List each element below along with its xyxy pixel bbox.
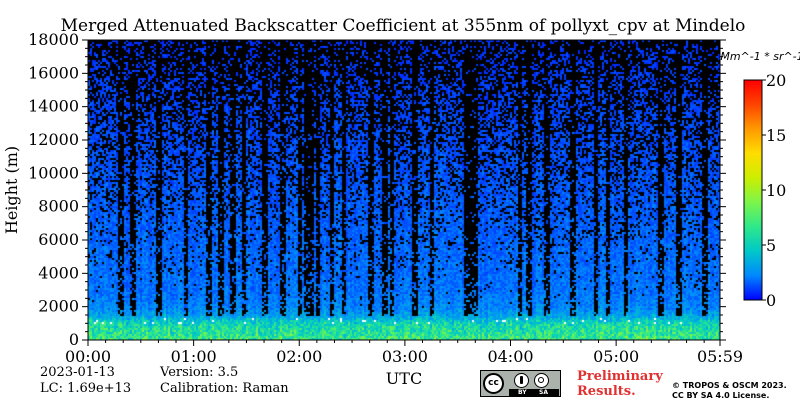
colorbar-tick-label: 15 — [766, 126, 786, 145]
y-tick-label: 18000 — [28, 30, 79, 49]
colorbar-tick-label: 5 — [766, 236, 776, 255]
x-axis: 00:00 01:00 02:00 03:00 04:00 05:00 05:59 — [65, 340, 743, 366]
x-tick-label: 01:00 — [171, 347, 217, 366]
cc-strip: BY SA — [509, 389, 559, 396]
colorbar-tick-label: 10 — [766, 181, 786, 200]
sa-label: SA — [539, 389, 548, 396]
colorbar-tick-label: 20 — [766, 71, 786, 90]
x-tick-label: 03:00 — [382, 347, 428, 366]
share-alike-icon — [534, 373, 549, 388]
colorbar: 0 5 10 15 20 — [743, 71, 786, 310]
attribution-icon — [514, 373, 529, 388]
x-tick-label: 04:00 — [487, 347, 533, 366]
measurement-date: 2023-01-13 — [40, 365, 115, 380]
y-tick-label: 0 — [69, 330, 79, 349]
version-text: Version: 3.5 — [160, 365, 239, 380]
preliminary-line-1: Preliminary — [577, 369, 663, 384]
y-tick-label: 12000 — [28, 130, 79, 149]
x-tick-label: 05:59 — [697, 347, 743, 366]
copyright-line-1: © TROPOS & OSCM 2023. — [672, 381, 787, 390]
chart-title: Merged Attenuated Backscatter Coefficien… — [60, 16, 746, 36]
y-tick-label: 4000 — [38, 263, 79, 282]
copyright-line-2: CC BY SA 4.0 License. — [672, 391, 770, 400]
x-tick-label: 05:00 — [593, 347, 639, 366]
x-tick-label: 00:00 — [65, 347, 111, 366]
preliminary-line-2: Results. — [577, 384, 636, 399]
y-tick-label: 8000 — [38, 197, 79, 216]
colorbar-label: Mm^-1 * sr^-1 — [720, 50, 800, 63]
copyright-notice: © TROPOS & OSCM 2023. CC BY SA 4.0 Licen… — [672, 381, 787, 401]
cc-license-badge: cc BY SA — [480, 370, 561, 397]
y-axis: 0 2000 4000 6000 8000 10000 12000 14000 16000 180… — [28, 30, 726, 349]
colorbar-tick-label: 0 — [766, 291, 776, 310]
backscatter-heatmap — [88, 40, 720, 340]
preliminary-notice: Preliminary Results. — [577, 369, 663, 399]
x-axis-label: UTC — [386, 369, 422, 388]
y-tick-label: 14000 — [28, 97, 79, 116]
x-tick-label: 02:00 — [276, 347, 322, 366]
y-tick-label: 16000 — [28, 63, 79, 82]
y-axis-label: Height (m) — [2, 146, 21, 234]
calibration-text: Calibration: Raman — [160, 381, 289, 396]
y-tick-label: 10000 — [28, 163, 79, 182]
y-tick-label: 2000 — [38, 297, 79, 316]
colorbar-gradient — [743, 79, 763, 301]
plot-area — [87, 39, 721, 341]
y-tick-label: 6000 — [38, 230, 79, 249]
by-label: BY — [518, 389, 527, 396]
cc-icon: cc — [483, 373, 504, 394]
lidar-constant: LC: 1.69e+13 — [40, 381, 132, 396]
